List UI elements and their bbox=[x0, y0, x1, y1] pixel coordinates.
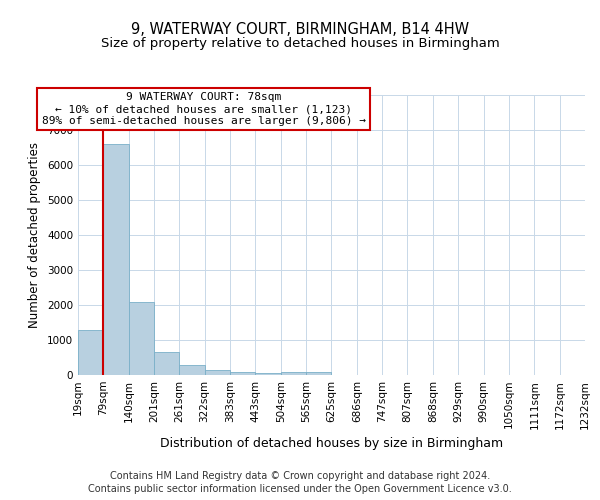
Bar bbox=[205, 370, 230, 375]
Bar bbox=[281, 372, 306, 375]
Bar bbox=[306, 372, 331, 375]
Y-axis label: Number of detached properties: Number of detached properties bbox=[28, 142, 41, 328]
Bar bbox=[103, 144, 128, 375]
Text: Contains HM Land Registry data © Crown copyright and database right 2024.: Contains HM Land Registry data © Crown c… bbox=[110, 471, 490, 481]
Text: Size of property relative to detached houses in Birmingham: Size of property relative to detached ho… bbox=[101, 38, 499, 51]
Text: Contains public sector information licensed under the Open Government Licence v3: Contains public sector information licen… bbox=[88, 484, 512, 494]
Text: 9 WATERWAY COURT: 78sqm
← 10% of detached houses are smaller (1,123)
89% of semi: 9 WATERWAY COURT: 78sqm ← 10% of detache… bbox=[42, 92, 366, 126]
X-axis label: Distribution of detached houses by size in Birmingham: Distribution of detached houses by size … bbox=[160, 437, 503, 450]
Bar bbox=[179, 365, 205, 375]
Bar bbox=[230, 372, 255, 375]
Bar bbox=[255, 373, 281, 375]
Bar bbox=[128, 302, 154, 375]
Text: 9, WATERWAY COURT, BIRMINGHAM, B14 4HW: 9, WATERWAY COURT, BIRMINGHAM, B14 4HW bbox=[131, 22, 469, 38]
Bar bbox=[78, 330, 103, 375]
Bar bbox=[154, 352, 179, 375]
